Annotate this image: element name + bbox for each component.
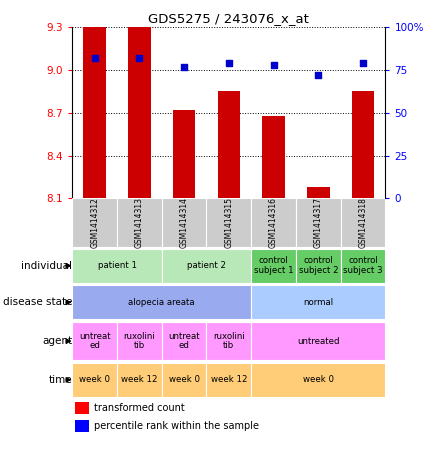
Point	[91, 54, 98, 62]
Text: control
subject 1: control subject 1	[254, 256, 293, 275]
Text: week 0: week 0	[169, 376, 200, 384]
Text: week 12: week 12	[121, 376, 158, 384]
Text: untreated: untreated	[297, 337, 339, 346]
Text: GSM1414318: GSM1414318	[359, 198, 367, 248]
Bar	[72, 249, 162, 283]
Bar	[262, 116, 285, 198]
Bar	[117, 363, 162, 397]
Bar	[162, 323, 206, 360]
Text: normal: normal	[303, 298, 333, 307]
Text: alopecia areata: alopecia areata	[128, 298, 195, 307]
Bar	[72, 285, 251, 319]
Point	[136, 54, 143, 62]
Bar	[206, 323, 251, 360]
Text: patient 1: patient 1	[98, 261, 137, 270]
Text: untreat
ed: untreat ed	[79, 332, 110, 351]
Text: control
subject 2: control subject 2	[299, 256, 338, 275]
Bar	[75, 420, 89, 432]
Point	[270, 61, 277, 68]
Point	[315, 72, 322, 79]
Text: week 0: week 0	[79, 376, 110, 384]
Text: control
subject 3: control subject 3	[343, 256, 383, 275]
Bar	[72, 363, 117, 397]
Text: ruxolini
tib: ruxolini tib	[213, 332, 245, 351]
Point	[225, 59, 232, 67]
Bar	[296, 198, 341, 247]
Bar	[84, 27, 106, 198]
Bar	[218, 92, 240, 198]
Text: GSM1414315: GSM1414315	[224, 198, 233, 248]
Text: GSM1414317: GSM1414317	[314, 198, 323, 248]
Bar	[352, 92, 374, 198]
Bar	[117, 323, 162, 360]
Bar	[206, 198, 251, 247]
Text: time: time	[49, 375, 72, 385]
Text: GSM1414312: GSM1414312	[90, 198, 99, 248]
Text: GSM1414314: GSM1414314	[180, 198, 189, 248]
Point	[360, 59, 367, 67]
Bar	[251, 363, 385, 397]
Bar	[296, 249, 341, 283]
Title: GDS5275 / 243076_x_at: GDS5275 / 243076_x_at	[148, 12, 309, 24]
Point	[180, 63, 187, 70]
Text: agent: agent	[42, 336, 72, 346]
Text: individual: individual	[21, 260, 72, 271]
Bar	[162, 198, 206, 247]
Text: ruxolini
tib: ruxolini tib	[124, 332, 155, 351]
Bar	[251, 323, 385, 360]
Text: untreat
ed: untreat ed	[168, 332, 200, 351]
Text: disease state: disease state	[3, 297, 72, 308]
Bar	[128, 27, 151, 198]
Bar	[307, 187, 329, 198]
Bar	[251, 198, 296, 247]
Bar	[72, 323, 117, 360]
Bar	[72, 198, 117, 247]
Bar	[251, 285, 385, 319]
Text: percentile rank within the sample: percentile rank within the sample	[94, 421, 259, 431]
Bar	[162, 363, 206, 397]
Bar	[341, 249, 385, 283]
Bar	[162, 249, 251, 283]
Bar	[251, 249, 296, 283]
Bar	[341, 198, 385, 247]
Bar	[117, 198, 162, 247]
Text: transformed count: transformed count	[94, 403, 185, 413]
Text: week 0: week 0	[303, 376, 334, 384]
Bar	[75, 402, 89, 414]
Text: GSM1414316: GSM1414316	[269, 198, 278, 248]
Bar	[173, 110, 195, 198]
Bar	[206, 363, 251, 397]
Text: week 12: week 12	[211, 376, 247, 384]
Text: GSM1414313: GSM1414313	[135, 198, 144, 248]
Text: patient 2: patient 2	[187, 261, 226, 270]
